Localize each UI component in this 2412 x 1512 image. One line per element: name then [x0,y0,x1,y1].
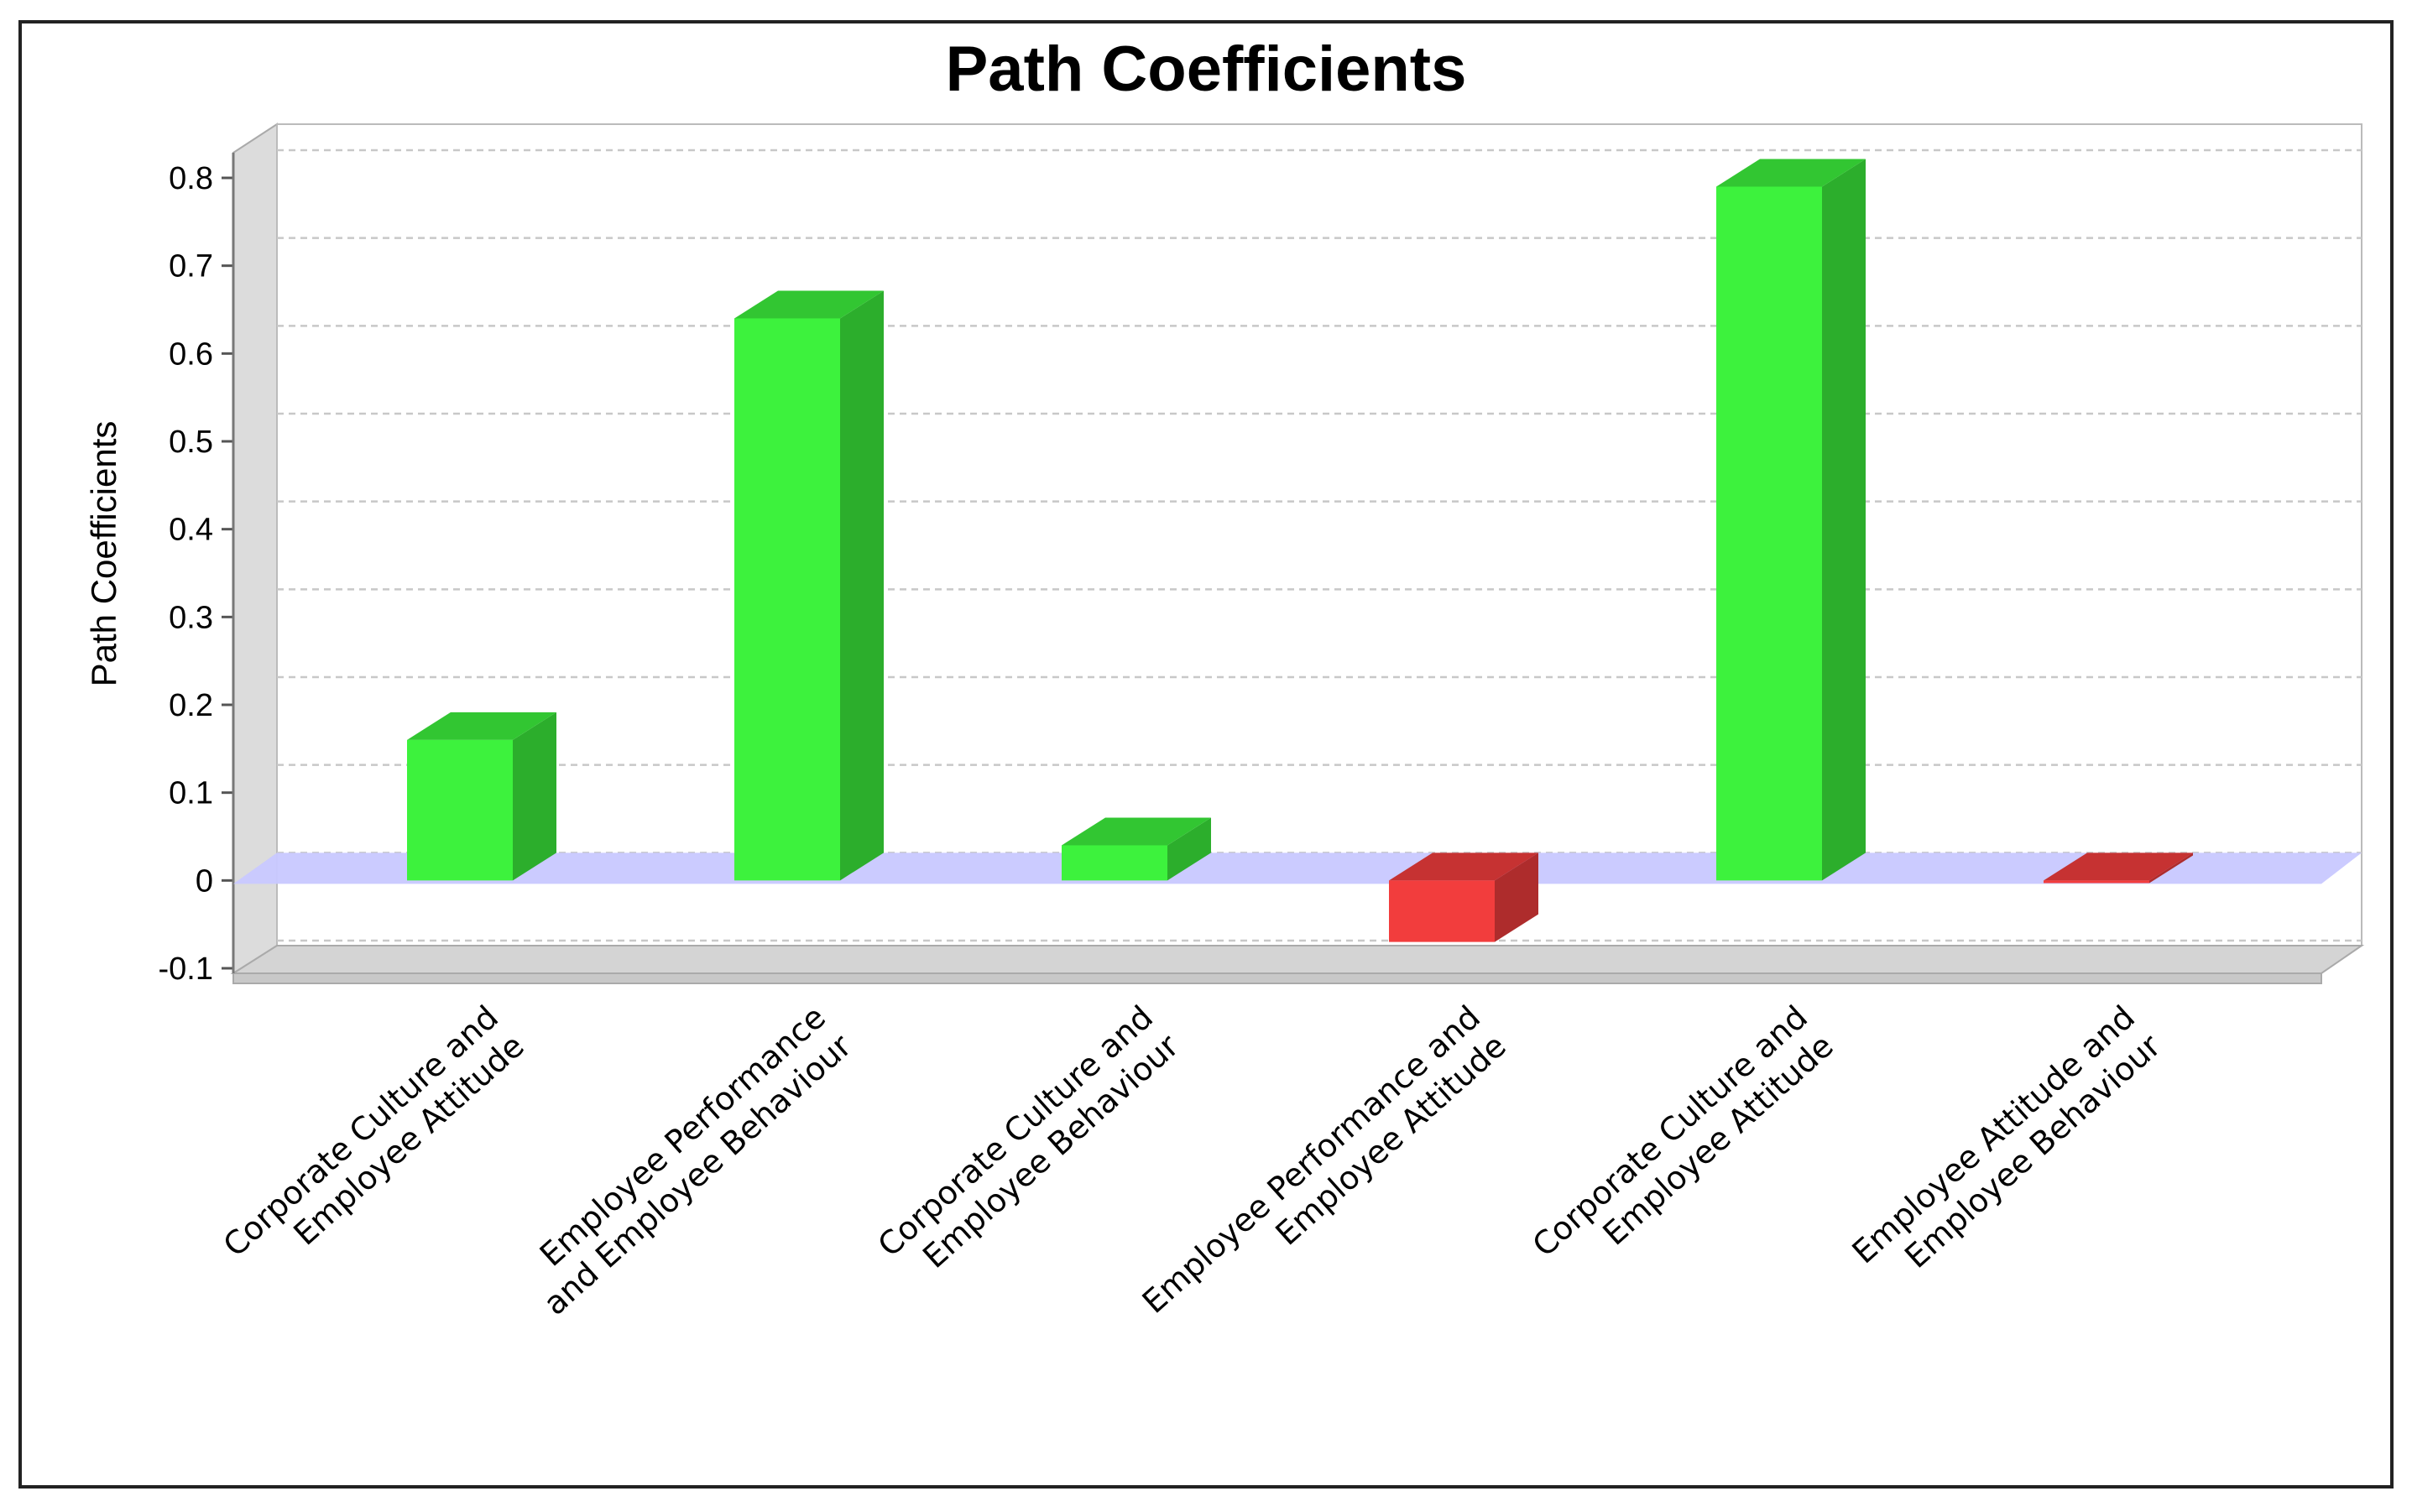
left-wall [232,123,278,975]
y-tick-label: 0.3 [169,600,213,635]
bar-top [1389,852,1538,881]
y-tick-label: -0.1 [159,952,213,987]
y-tick-label: 0 [196,863,213,899]
y-tick-label: 0.6 [169,336,213,372]
bar [734,290,884,881]
plot-walls [230,123,2365,984]
floor [230,945,2365,974]
bar [1062,817,1211,881]
bar-side [1495,852,1538,942]
y-tick-label: 0.7 [169,249,213,284]
bar-front [1716,186,1822,881]
floor-edge [232,972,2322,984]
y-axis-ticks: 0.8 0.7 0.6 0.5 0.4 0.3 0.2 0.1 0 -0.1 [159,153,235,987]
bar [1716,159,1866,881]
y-axis-label: Path Coefficients [84,421,123,687]
bar-front [1062,845,1167,881]
bar-side [513,712,556,881]
y-tick-label: 0.2 [169,688,213,723]
bar-top [1716,159,1866,187]
bars [407,159,2193,942]
bar-side [840,290,884,881]
bar-top [407,712,556,740]
bar-front [1389,880,1495,942]
bar-top [2044,852,2193,881]
back-wall [276,123,2362,946]
chart-title: Path Coefficients [946,34,1467,105]
bar-front [407,739,513,881]
y-tick-label: 0.4 [169,513,213,548]
zero-plane [233,852,2362,884]
bar-top [734,290,884,319]
y-tick-label: 0.8 [169,161,213,196]
bar-front [734,318,840,881]
y-tick-label: 0.5 [169,425,213,460]
y-tick-label: 0.1 [169,776,213,811]
bar [2044,852,2193,884]
bar-side [1167,817,1211,881]
zero-baseline [233,852,2362,884]
bar-side [2149,852,2193,884]
bar [1389,852,1538,942]
bar-side [1822,159,1866,881]
bar-top [1062,817,1211,846]
bar-front [2044,880,2149,884]
bar [407,712,556,881]
